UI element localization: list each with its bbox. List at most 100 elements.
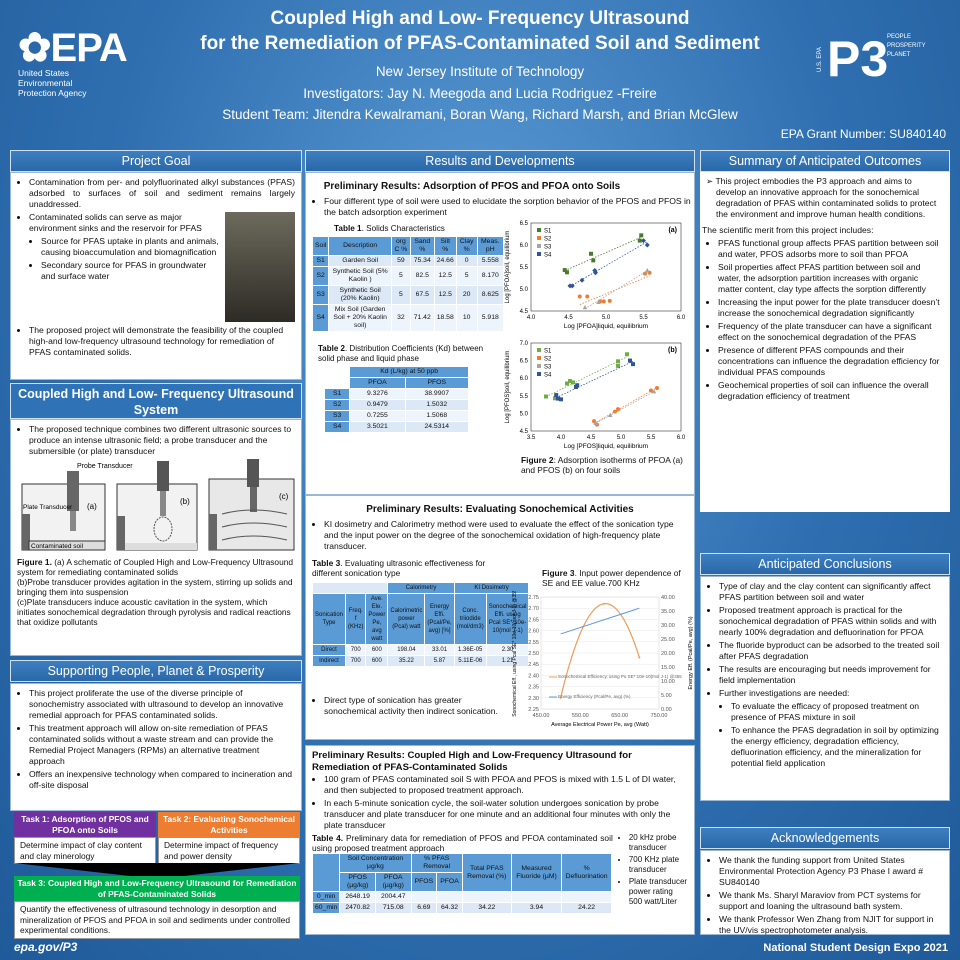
table-cell: [311, 582, 389, 594]
table-row: Sonication Type Freq. f (KHz) Ave. Ele. Po…: [311, 593, 530, 645]
plate-label: Plate Transducer: [23, 504, 73, 511]
summary-lead-text: This project embodies the P3 approach an…: [715, 176, 937, 219]
table-row: 0_min 2648.19 2004.47: [311, 891, 612, 903]
se-data-point: [638, 656, 641, 659]
trendline-S3: [595, 391, 655, 424]
y-tick-label: 5.5: [520, 265, 529, 271]
y-tick-label: 5.0: [520, 287, 529, 293]
data-point-S3: [596, 299, 601, 304]
list-item: We thank the funding support from United…: [719, 855, 943, 888]
trendline-S1: [545, 356, 628, 398]
epa-sub-2: Environmental: [18, 78, 73, 88]
table-cell: Sonochemical Effi. using Pcal SE* 10e-10…: [485, 593, 530, 645]
x-tick-label: 5.5: [647, 435, 656, 441]
se-series-line: [560, 603, 640, 698]
table-cell: 82.5: [409, 266, 435, 286]
x-tick-label: 4.5: [587, 435, 596, 441]
y-tick-label: 7.0: [520, 341, 529, 347]
summary-lead: ➢ This project embodies the P3 approach …: [706, 176, 944, 220]
trendline-S4: [556, 360, 634, 399]
table-cell: 600: [365, 655, 389, 667]
table-cell: Synthetic Soil (5% Kaolin ): [328, 266, 392, 286]
soil-label: Contaminated soil: [31, 543, 84, 550]
data-point-S4: [644, 242, 650, 248]
list-item: PFAS functional group affects PFAS parti…: [718, 238, 944, 260]
arrow-bullet-icon: ➢: [706, 176, 716, 186]
list-item: Soil properties affect PFAS partition be…: [718, 262, 944, 295]
table-cell: 18.58: [433, 304, 457, 332]
data-point-S1: [544, 394, 548, 399]
table-cell: 0.7255: [349, 410, 406, 422]
support-item: Offers an inexpensive technology when co…: [29, 769, 295, 791]
adsorption-panel: Preliminary Results: Adsorption of PFOS …: [305, 172, 695, 495]
x-tick-label: 5.5: [639, 315, 648, 321]
label-a: (a): [87, 502, 97, 511]
table-cell: Calorimetry: [387, 582, 455, 594]
table-cell: S4: [323, 421, 351, 433]
adsorption-text: Four different type of soil were used to…: [324, 196, 699, 218]
task-1-title: Task 1: Adsorption of PFOS and PFOA onto…: [14, 812, 156, 837]
y-tick-label: 4.5: [520, 429, 529, 435]
schematic-a: Contaminated soil Plate Transducer (a): [21, 471, 106, 551]
y2-tick-label: 10.00: [661, 679, 675, 685]
y2-tick-label: 0.00: [661, 707, 672, 713]
system-heading: Coupled High and Low- Frequency Ultrasou…: [10, 383, 302, 419]
se-data-point: [602, 602, 605, 605]
footer-website[interactable]: epa.gov/P3: [14, 940, 78, 954]
y2-tick-label: 5.00: [661, 693, 672, 699]
p3-mark: P3: [827, 31, 888, 87]
figure-2b-chart: 3.5 4.0 4.5 5.0 5.5 6.0 4.5 5.0 5.5 6.0 6.5 7.0 Log …: [505, 341, 686, 450]
p3-word-3: PLANET: [887, 52, 911, 58]
fig1-caption: (a) A schematic of Coupled High and Low-…: [17, 557, 294, 577]
coupled-panel: Preliminary Results: Coupled High and Lo…: [305, 745, 695, 935]
y2-tick-label: 20.00: [661, 651, 675, 657]
x-tick-label: 3.5: [527, 435, 536, 441]
data-point-S4: [569, 283, 575, 289]
goal-item: Contamination from per- and polyfluorina…: [29, 177, 295, 210]
legend-marker-S1: [537, 228, 541, 232]
legend-marker-S2: [537, 356, 541, 360]
task-1-body: Determine impact of clay content and cla…: [14, 837, 156, 864]
table-row: Calorimetry KI Dosimetry: [311, 582, 530, 594]
y-tick-label: 6.0: [520, 376, 529, 382]
table-cell: 700: [345, 655, 367, 667]
list-item: Type of clay and the clay content can si…: [719, 581, 943, 603]
table-cell: Indirect: [311, 655, 347, 667]
list-subitem: To enhance the PFAS degradation in soil …: [731, 725, 943, 769]
title-line-1: Coupled High and Low- Frequency Ultrasou…: [270, 8, 690, 29]
table-cell: 1.36E-05: [453, 644, 487, 656]
y-tick-label: 2.70: [528, 606, 539, 612]
data-point-S4: [559, 397, 563, 402]
contaminated-site-photo: [225, 212, 295, 322]
data-point-S2: [601, 299, 606, 304]
data-point-S4: [579, 277, 585, 283]
panel-label: (b): [668, 347, 677, 354]
table-cell: S3: [323, 410, 351, 422]
data-point-S1: [616, 359, 620, 364]
list-item: The results are encouraging but needs im…: [719, 664, 943, 686]
trendline-S1: [564, 236, 642, 271]
table-cell: Ave. Ele. Power Pe, avg watt: [365, 593, 389, 645]
x-tick-label: 4.5: [564, 315, 573, 321]
data-point-S1: [616, 363, 620, 368]
y-tick-label: 2.55: [528, 640, 539, 646]
legend-label: S1: [544, 349, 552, 355]
table-cell: Silt %: [433, 236, 457, 256]
table-cell: org C %: [390, 236, 411, 256]
legend-label: S4: [544, 373, 552, 379]
y2-tick-label: 35.00: [661, 609, 675, 615]
table-cell: 33.01: [424, 644, 455, 656]
y-tick-label: 2.45: [528, 662, 539, 668]
table1-label: Table 1: [334, 224, 362, 233]
table-cell: % PFAS Removal: [410, 853, 463, 873]
fig1-caption-label: Figure 1.: [17, 557, 52, 567]
institution: New Jersey Institute of Technology: [375, 64, 585, 79]
x-tick-label: 750.00: [651, 713, 668, 719]
table-row: S4 3.5021 24.5314: [323, 421, 470, 433]
conclusions-panel: Type of clay and the clay content can si…: [700, 576, 950, 801]
y-tick-label: 2.60: [528, 629, 539, 635]
table-row: S2 Synthetic Soil (5% Kaolin ) 5 82.5 12.5 5 8…: [311, 266, 505, 286]
fig2-label: Figure 2: [521, 455, 554, 465]
legend-marker-S1: [537, 348, 541, 352]
table-row: S3 0.7255 1.5068: [323, 410, 470, 422]
